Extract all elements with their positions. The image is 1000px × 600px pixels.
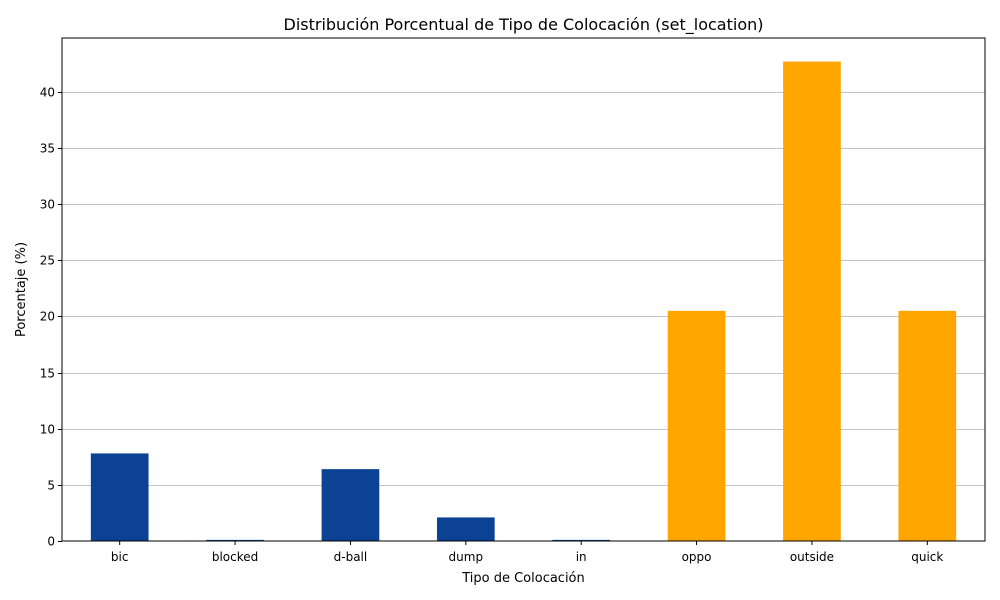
chart-title: Distribución Porcentual de Tipo de Coloc… (284, 15, 764, 35)
bar-quick (898, 310, 957, 541)
y-tick-label: 20 (40, 310, 55, 324)
y-tick-label: 5 (47, 479, 55, 493)
x-tick-label: blocked (212, 550, 258, 564)
grid-layer (62, 92, 985, 486)
x-tick-label: d-ball (334, 550, 368, 564)
y-tick-label: 10 (40, 423, 55, 437)
plot-frame (61, 37, 986, 542)
bar-oppo (667, 310, 726, 541)
y-tick-label: 15 (40, 367, 55, 381)
y-axis-title: Porcentaje (%) (14, 242, 29, 337)
x-tick-label: bic (111, 550, 129, 564)
bar-layer (90, 61, 957, 541)
x-tick-label: in (576, 550, 587, 564)
y-tick-label: 35 (40, 142, 55, 156)
x-tick-label: dump (449, 550, 484, 564)
y-tick-label: 25 (40, 254, 55, 268)
y-tick-label: 40 (40, 86, 55, 100)
bar-outside (783, 61, 841, 541)
x-axis-title: Tipo de Colocación (461, 571, 585, 586)
bar-blocked (206, 539, 264, 541)
y-tick-label: 30 (40, 198, 55, 212)
x-tick-label: oppo (682, 550, 712, 564)
bar-bic (90, 453, 149, 541)
x-tick-label: quick (911, 550, 943, 564)
y-axis: 0 5 10 15 20 25 30 35 40 (40, 86, 62, 549)
bar-in (552, 539, 611, 541)
x-axis: bic blocked d-ball dump in oppo outside quick (111, 541, 943, 564)
bar-d-ball (321, 469, 380, 541)
bar-dump (436, 517, 495, 541)
y-tick-label: 0 (47, 535, 55, 549)
x-tick-label: outside (790, 550, 834, 564)
